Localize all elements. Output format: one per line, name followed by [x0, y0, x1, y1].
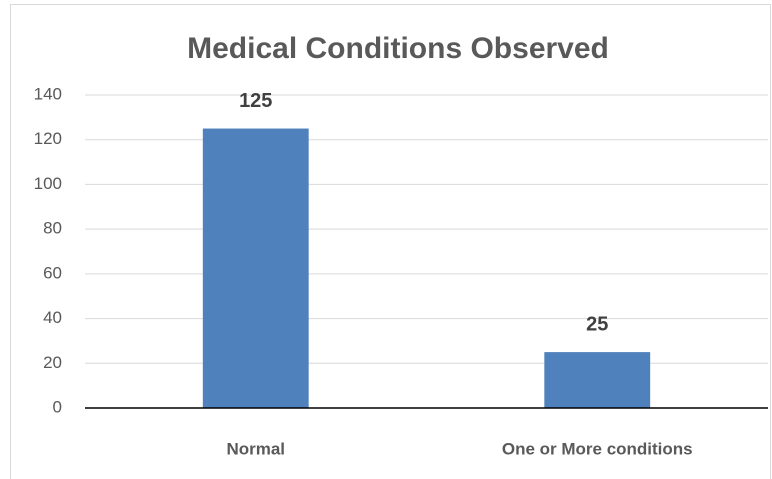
y-tick-label: 80 — [43, 219, 62, 238]
y-tick-label: 40 — [43, 308, 62, 327]
y-tick-label: 60 — [43, 263, 62, 282]
x-tick-label: Normal — [226, 439, 285, 458]
y-tick-label: 140 — [34, 84, 62, 103]
y-tick-label: 20 — [43, 353, 62, 372]
data-label: 125 — [239, 90, 272, 112]
x-tick-label: One or More conditions — [502, 439, 693, 458]
data-label: 25 — [586, 313, 608, 335]
bar — [202, 128, 309, 409]
y-tick-label: 120 — [34, 129, 62, 148]
y-tick-label: 0 — [53, 397, 62, 416]
bar — [544, 352, 651, 408]
y-tick-label: 100 — [34, 174, 62, 193]
chart-title: Medical Conditions Observed — [187, 32, 609, 65]
